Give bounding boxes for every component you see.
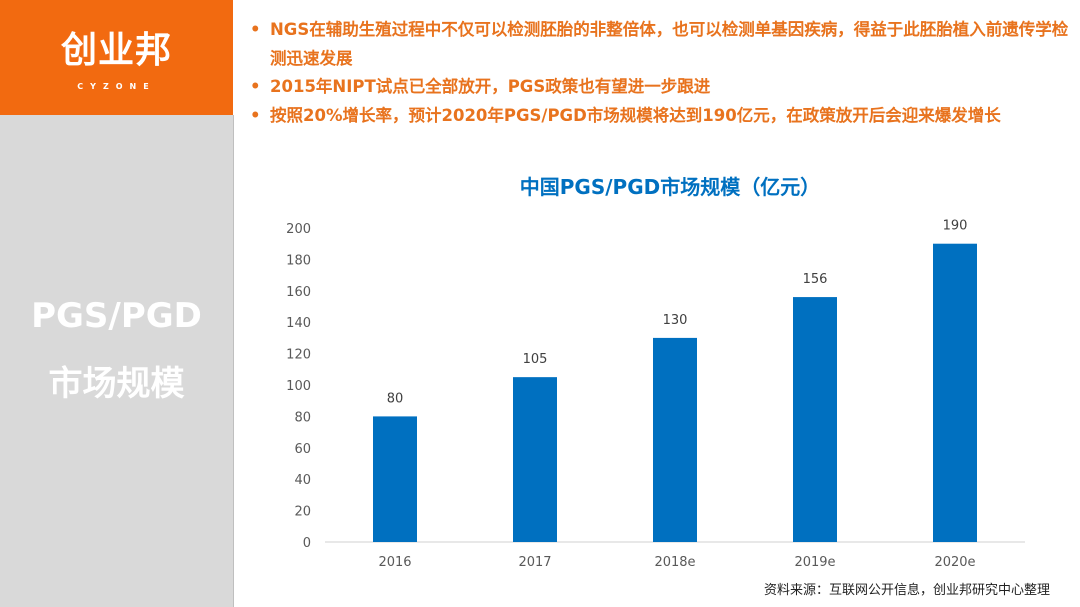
sidebar: PGS/PGD 市场规模 xyxy=(0,115,234,607)
logo: 创业邦 CYZONE xyxy=(0,0,233,115)
y-tick-label: 160 xyxy=(286,285,311,300)
bullet-item: 2015年NIPT试点已全部放开，PGS政策也有望进一步跟进 xyxy=(248,73,1078,102)
bullet-item: NGS在辅助生殖过程中不仅可以检测胚胎的非整倍体，也可以检测单基因疾病，得益于此… xyxy=(248,16,1078,73)
x-tick-label: 2020e xyxy=(934,555,975,570)
bullet-item: 按照20%增长率，预计2020年PGS/PGD市场规模将达到190亿元，在政策放… xyxy=(248,102,1078,131)
y-tick-label: 120 xyxy=(286,348,311,363)
y-tick-label: 180 xyxy=(286,253,311,268)
y-tick-label: 80 xyxy=(294,410,311,425)
bullet-list: NGS在辅助生殖过程中不仅可以检测胚胎的非整倍体，也可以检测单基因疾病，得益于此… xyxy=(248,16,1078,130)
source-note: 资料来源：互联网公开信息，创业邦研究中心整理 xyxy=(763,583,1050,598)
y-tick-label: 200 xyxy=(286,222,311,237)
y-tick-label: 60 xyxy=(294,442,311,457)
bar xyxy=(793,297,837,542)
sidebar-title-line2: 市场规模 xyxy=(48,364,185,404)
x-tick-label: 2018e xyxy=(654,555,695,570)
bar xyxy=(933,243,977,542)
sidebar-title-line1: PGS/PGD xyxy=(31,296,202,336)
y-tick-label: 40 xyxy=(294,473,311,488)
y-tick-label: 140 xyxy=(286,316,311,331)
bar xyxy=(513,377,557,542)
bar xyxy=(373,416,417,542)
x-tick-label: 2017 xyxy=(518,555,551,570)
data-label: 80 xyxy=(387,391,404,406)
x-tick-label: 2019e xyxy=(794,555,835,570)
y-tick-label: 100 xyxy=(286,379,311,394)
data-label: 130 xyxy=(663,313,688,328)
x-tick-label: 2016 xyxy=(378,555,411,570)
data-label: 190 xyxy=(943,219,968,234)
y-tick-label: 0 xyxy=(303,536,311,551)
bar xyxy=(653,337,697,542)
chart-title: 中国PGS/PGD市场规模（亿元） xyxy=(520,175,820,199)
data-label: 105 xyxy=(523,352,548,367)
y-tick-label: 20 xyxy=(294,505,311,520)
logo-en: CYZONE xyxy=(77,82,156,91)
logo-cn: 创业邦 xyxy=(60,30,172,71)
data-label: 156 xyxy=(803,272,828,287)
